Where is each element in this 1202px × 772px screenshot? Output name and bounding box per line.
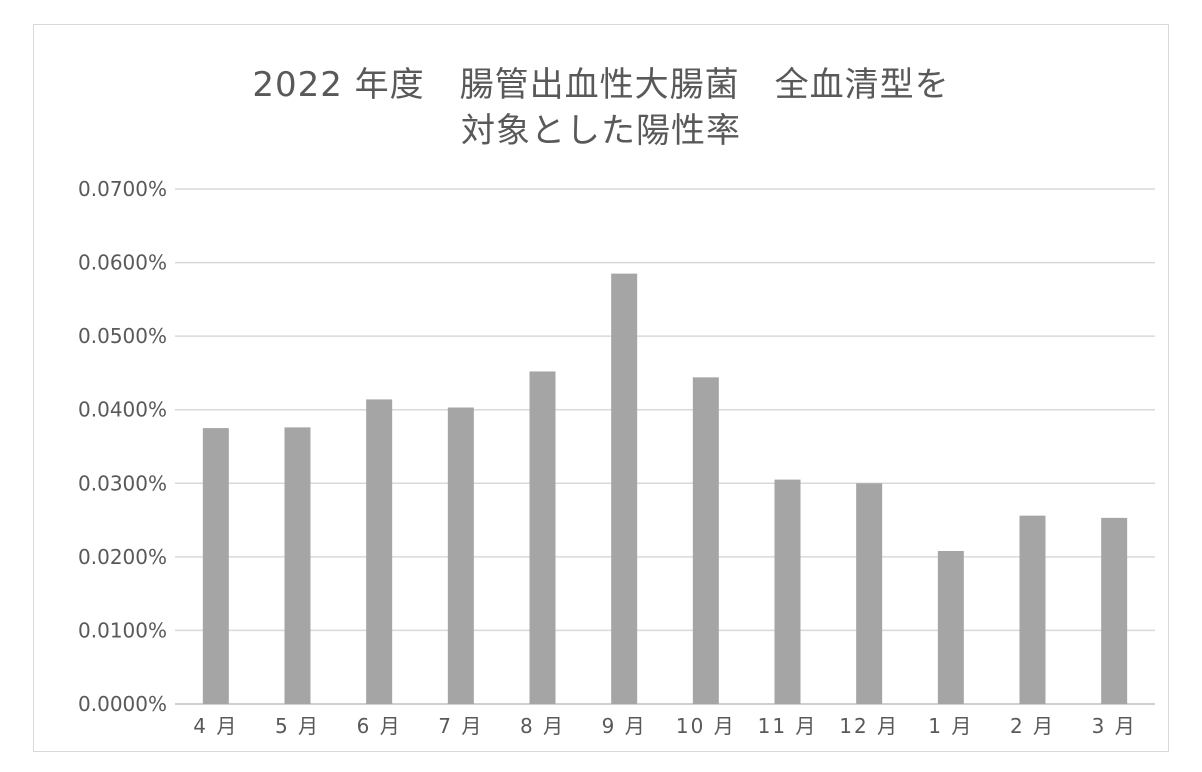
y-tick-label: 0.0300% <box>78 471 167 495</box>
chart-title: 2022 年度 腸管出血性大腸菌 全血清型を 対象とした陽性率 <box>33 62 1169 154</box>
bar <box>529 371 556 704</box>
bar <box>774 479 801 704</box>
bars <box>202 273 1128 704</box>
bar <box>366 399 393 704</box>
x-tick-label: 3 月 <box>1092 714 1137 738</box>
x-axis-tick-labels: 4 月 5 月 6 月 7 月 8 月 9 月 10 月 11 月 12 月 1 月 2 月 3 月 <box>193 714 1137 738</box>
x-tick-label: 8 月 <box>520 714 565 738</box>
x-tick-label: 7 月 <box>438 714 483 738</box>
bar <box>937 550 964 704</box>
bar <box>202 428 229 704</box>
bar <box>1019 515 1046 704</box>
x-tick-label: 9 月 <box>602 714 647 738</box>
y-tick-label: 0.0100% <box>78 618 167 642</box>
bar <box>1101 517 1128 704</box>
x-tick-label: 4 月 <box>193 714 238 738</box>
x-tick-label: 6 月 <box>357 714 402 738</box>
y-tick-label: 0.0400% <box>78 398 167 422</box>
y-tick-label: 0.0200% <box>78 545 167 569</box>
x-tick-label: 10 月 <box>676 714 736 738</box>
y-tick-label: 0.0600% <box>78 251 167 275</box>
x-tick-label: 5 月 <box>275 714 320 738</box>
y-tick-label: 0.0000% <box>78 692 167 716</box>
bar <box>611 273 638 704</box>
bar <box>856 483 883 704</box>
y-tick-label: 0.0500% <box>78 324 167 348</box>
gridlines <box>175 188 1155 705</box>
chart-title-line-2: 対象とした陽性率 <box>461 111 741 151</box>
bar <box>284 427 311 704</box>
x-tick-label: 12 月 <box>839 714 899 738</box>
x-tick-label: 11 月 <box>758 714 818 738</box>
chart-title-line-1: 2022 年度 腸管出血性大腸菌 全血清型を <box>252 65 950 105</box>
x-tick-label: 2 月 <box>1010 714 1055 738</box>
y-axis-tick-labels: 0.0000% 0.0100% 0.0200% 0.0300% 0.0400% 0.050… <box>78 177 167 716</box>
bar <box>447 407 474 704</box>
bar <box>692 377 719 704</box>
y-tick-label: 0.0700% <box>78 177 167 201</box>
x-tick-label: 1 月 <box>928 714 973 738</box>
